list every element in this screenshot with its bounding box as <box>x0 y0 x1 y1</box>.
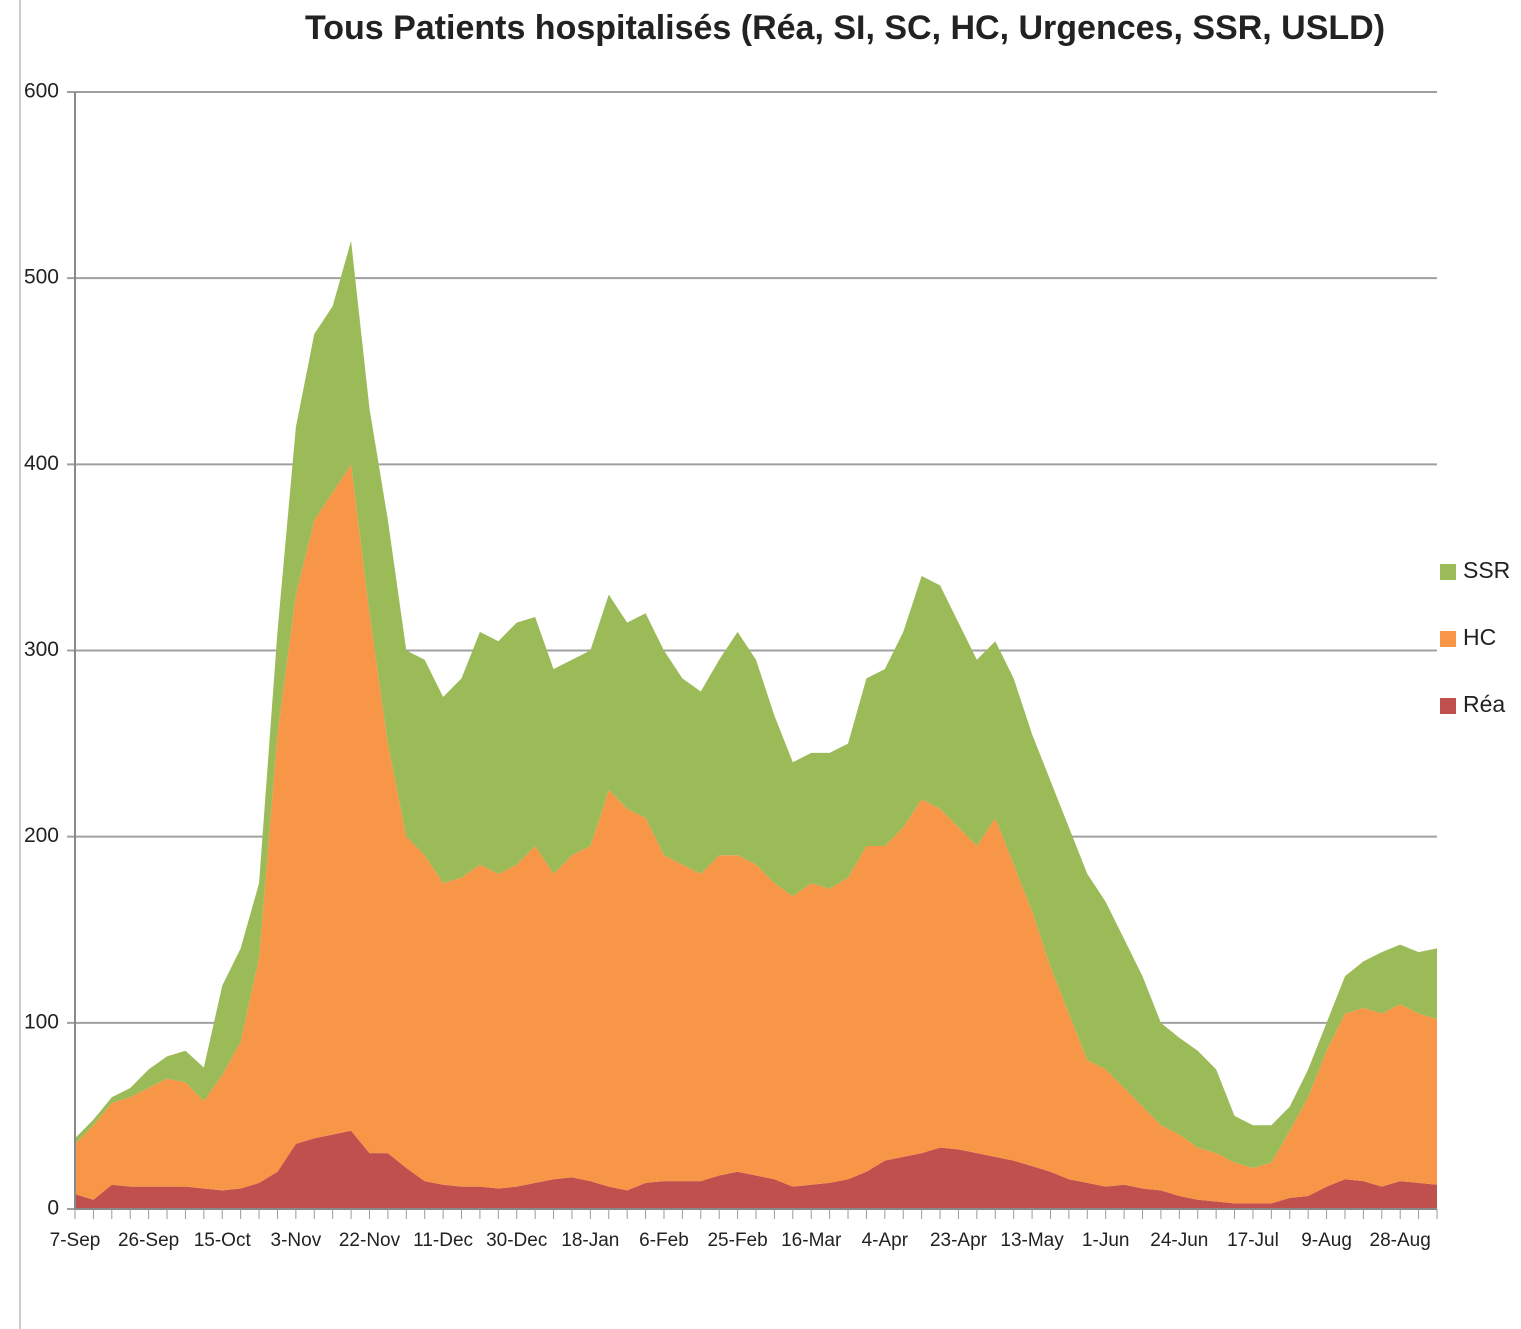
legend-swatch <box>1440 564 1456 580</box>
x-tick-label: 30-Dec <box>486 1230 547 1251</box>
area <box>75 464 1437 1204</box>
area <box>75 240 1437 1169</box>
y-tick-label: 0 <box>47 1197 59 1220</box>
x-tick-label: 7-Sep <box>50 1230 101 1251</box>
x-tick-label: 13-May <box>1000 1230 1064 1251</box>
legend-label: HC <box>1463 624 1496 650</box>
x-tick-label: 9-Aug <box>1301 1230 1352 1251</box>
legend-label: Réa <box>1463 691 1505 717</box>
x-tick-label: 26-Sep <box>118 1230 179 1251</box>
x-tick-label: 4-Apr <box>862 1230 909 1251</box>
x-tick-label: 16-Mar <box>781 1230 842 1251</box>
y-tick-label: 400 <box>24 452 59 475</box>
x-tick-label: 22-Nov <box>339 1230 401 1251</box>
y-tick-label: 500 <box>24 266 59 289</box>
x-tick-label: 11-Dec <box>413 1230 473 1251</box>
y-tick-label: 300 <box>24 638 59 661</box>
chart-title: Tous Patients hospitalisés (Réa, SI, SC,… <box>305 9 1385 47</box>
legend-label: SSR <box>1463 557 1510 583</box>
x-tick-label: 18-Jan <box>561 1230 619 1251</box>
x-tick-label: 17-Jul <box>1227 1230 1279 1251</box>
y-tick-label: 200 <box>24 824 59 847</box>
legend-swatch <box>1440 698 1456 714</box>
x-tick-label: 23-Apr <box>930 1230 988 1251</box>
y-tick-label: 600 <box>24 80 59 103</box>
x-tick-label: 25-Feb <box>707 1230 767 1251</box>
y-tick-label: 100 <box>24 1010 59 1033</box>
x-tick-label: 24-Jun <box>1150 1230 1208 1251</box>
area <box>75 1130 1437 1209</box>
x-tick-label: 3-Nov <box>271 1230 322 1251</box>
x-tick-label: 6-Feb <box>639 1230 689 1251</box>
x-tick-label: 1-Jun <box>1082 1230 1130 1251</box>
legend-swatch <box>1440 631 1456 647</box>
x-tick-label: 15-Oct <box>194 1230 252 1251</box>
x-tick-label: 28-Aug <box>1370 1230 1431 1251</box>
